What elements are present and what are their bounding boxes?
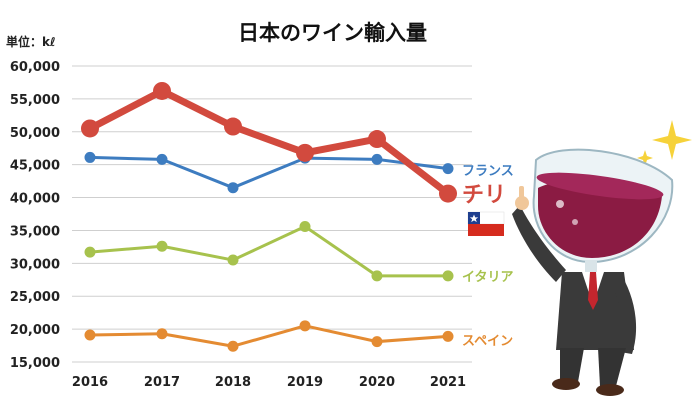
series-line <box>88 324 450 348</box>
y-tick-label: 35,000 <box>10 224 60 239</box>
series-label: イタリア <box>462 270 513 285</box>
data-point <box>296 143 314 162</box>
data-point <box>153 81 171 100</box>
data-point <box>84 246 96 258</box>
data-point <box>156 240 168 252</box>
series-label: スペイン <box>462 334 513 349</box>
data-point <box>81 119 99 138</box>
data-point <box>442 270 454 282</box>
chile-flag-icon <box>467 211 505 236</box>
data-point <box>84 329 96 341</box>
data-point <box>442 330 454 342</box>
data-point <box>227 340 239 352</box>
y-tick-label: 55,000 <box>10 93 60 108</box>
x-tick-label: 2018 <box>215 375 251 390</box>
data-point <box>227 182 239 194</box>
wine-glass-head-mascot-icon <box>512 120 692 396</box>
series-label: フランス <box>462 164 514 179</box>
data-point <box>368 130 386 149</box>
chart-title: 日本のワイン輸入量 <box>238 21 427 45</box>
x-axis-ticks: 2016 2017 2018 2019 2020 2021 <box>72 375 466 390</box>
data-point <box>84 151 96 163</box>
y-tick-label: 60,000 <box>10 60 60 75</box>
data-point <box>371 270 383 282</box>
data-point <box>156 328 168 340</box>
x-tick-label: 2017 <box>144 375 180 390</box>
x-tick-label: 2020 <box>359 375 395 390</box>
y-tick-label: 15,000 <box>10 356 60 371</box>
y-tick-label: 20,000 <box>10 323 60 338</box>
data-point <box>439 184 457 203</box>
y-tick-label: 50,000 <box>10 126 60 141</box>
x-tick-label: 2016 <box>72 375 108 390</box>
y-tick-label: 30,000 <box>10 257 60 272</box>
x-tick-label: 2021 <box>430 375 466 390</box>
sparkle-icon <box>637 150 653 166</box>
y-tick-label: 45,000 <box>10 159 60 174</box>
series-line <box>88 155 450 190</box>
x-tick-label: 2019 <box>287 375 323 390</box>
y-tick-label: 25,000 <box>10 290 60 305</box>
series-label: チリ <box>462 183 506 208</box>
data-point <box>156 153 168 165</box>
y-tick-label: 40,000 <box>10 192 60 207</box>
series-line <box>86 87 452 198</box>
data-point <box>371 336 383 348</box>
series-group <box>81 81 457 352</box>
data-point <box>227 254 239 266</box>
series-line <box>88 224 450 278</box>
data-point <box>371 153 383 165</box>
y-axis-ticks: 15,000 20,000 25,000 30,000 35,000 40,000 45,0… <box>10 60 60 371</box>
unit-label: 単位：kℓ <box>6 34 56 49</box>
data-point <box>299 320 311 332</box>
data-point <box>299 220 311 232</box>
data-point <box>224 117 242 136</box>
sparkle-icon <box>652 120 692 160</box>
data-point <box>442 163 454 175</box>
grid <box>72 65 472 363</box>
